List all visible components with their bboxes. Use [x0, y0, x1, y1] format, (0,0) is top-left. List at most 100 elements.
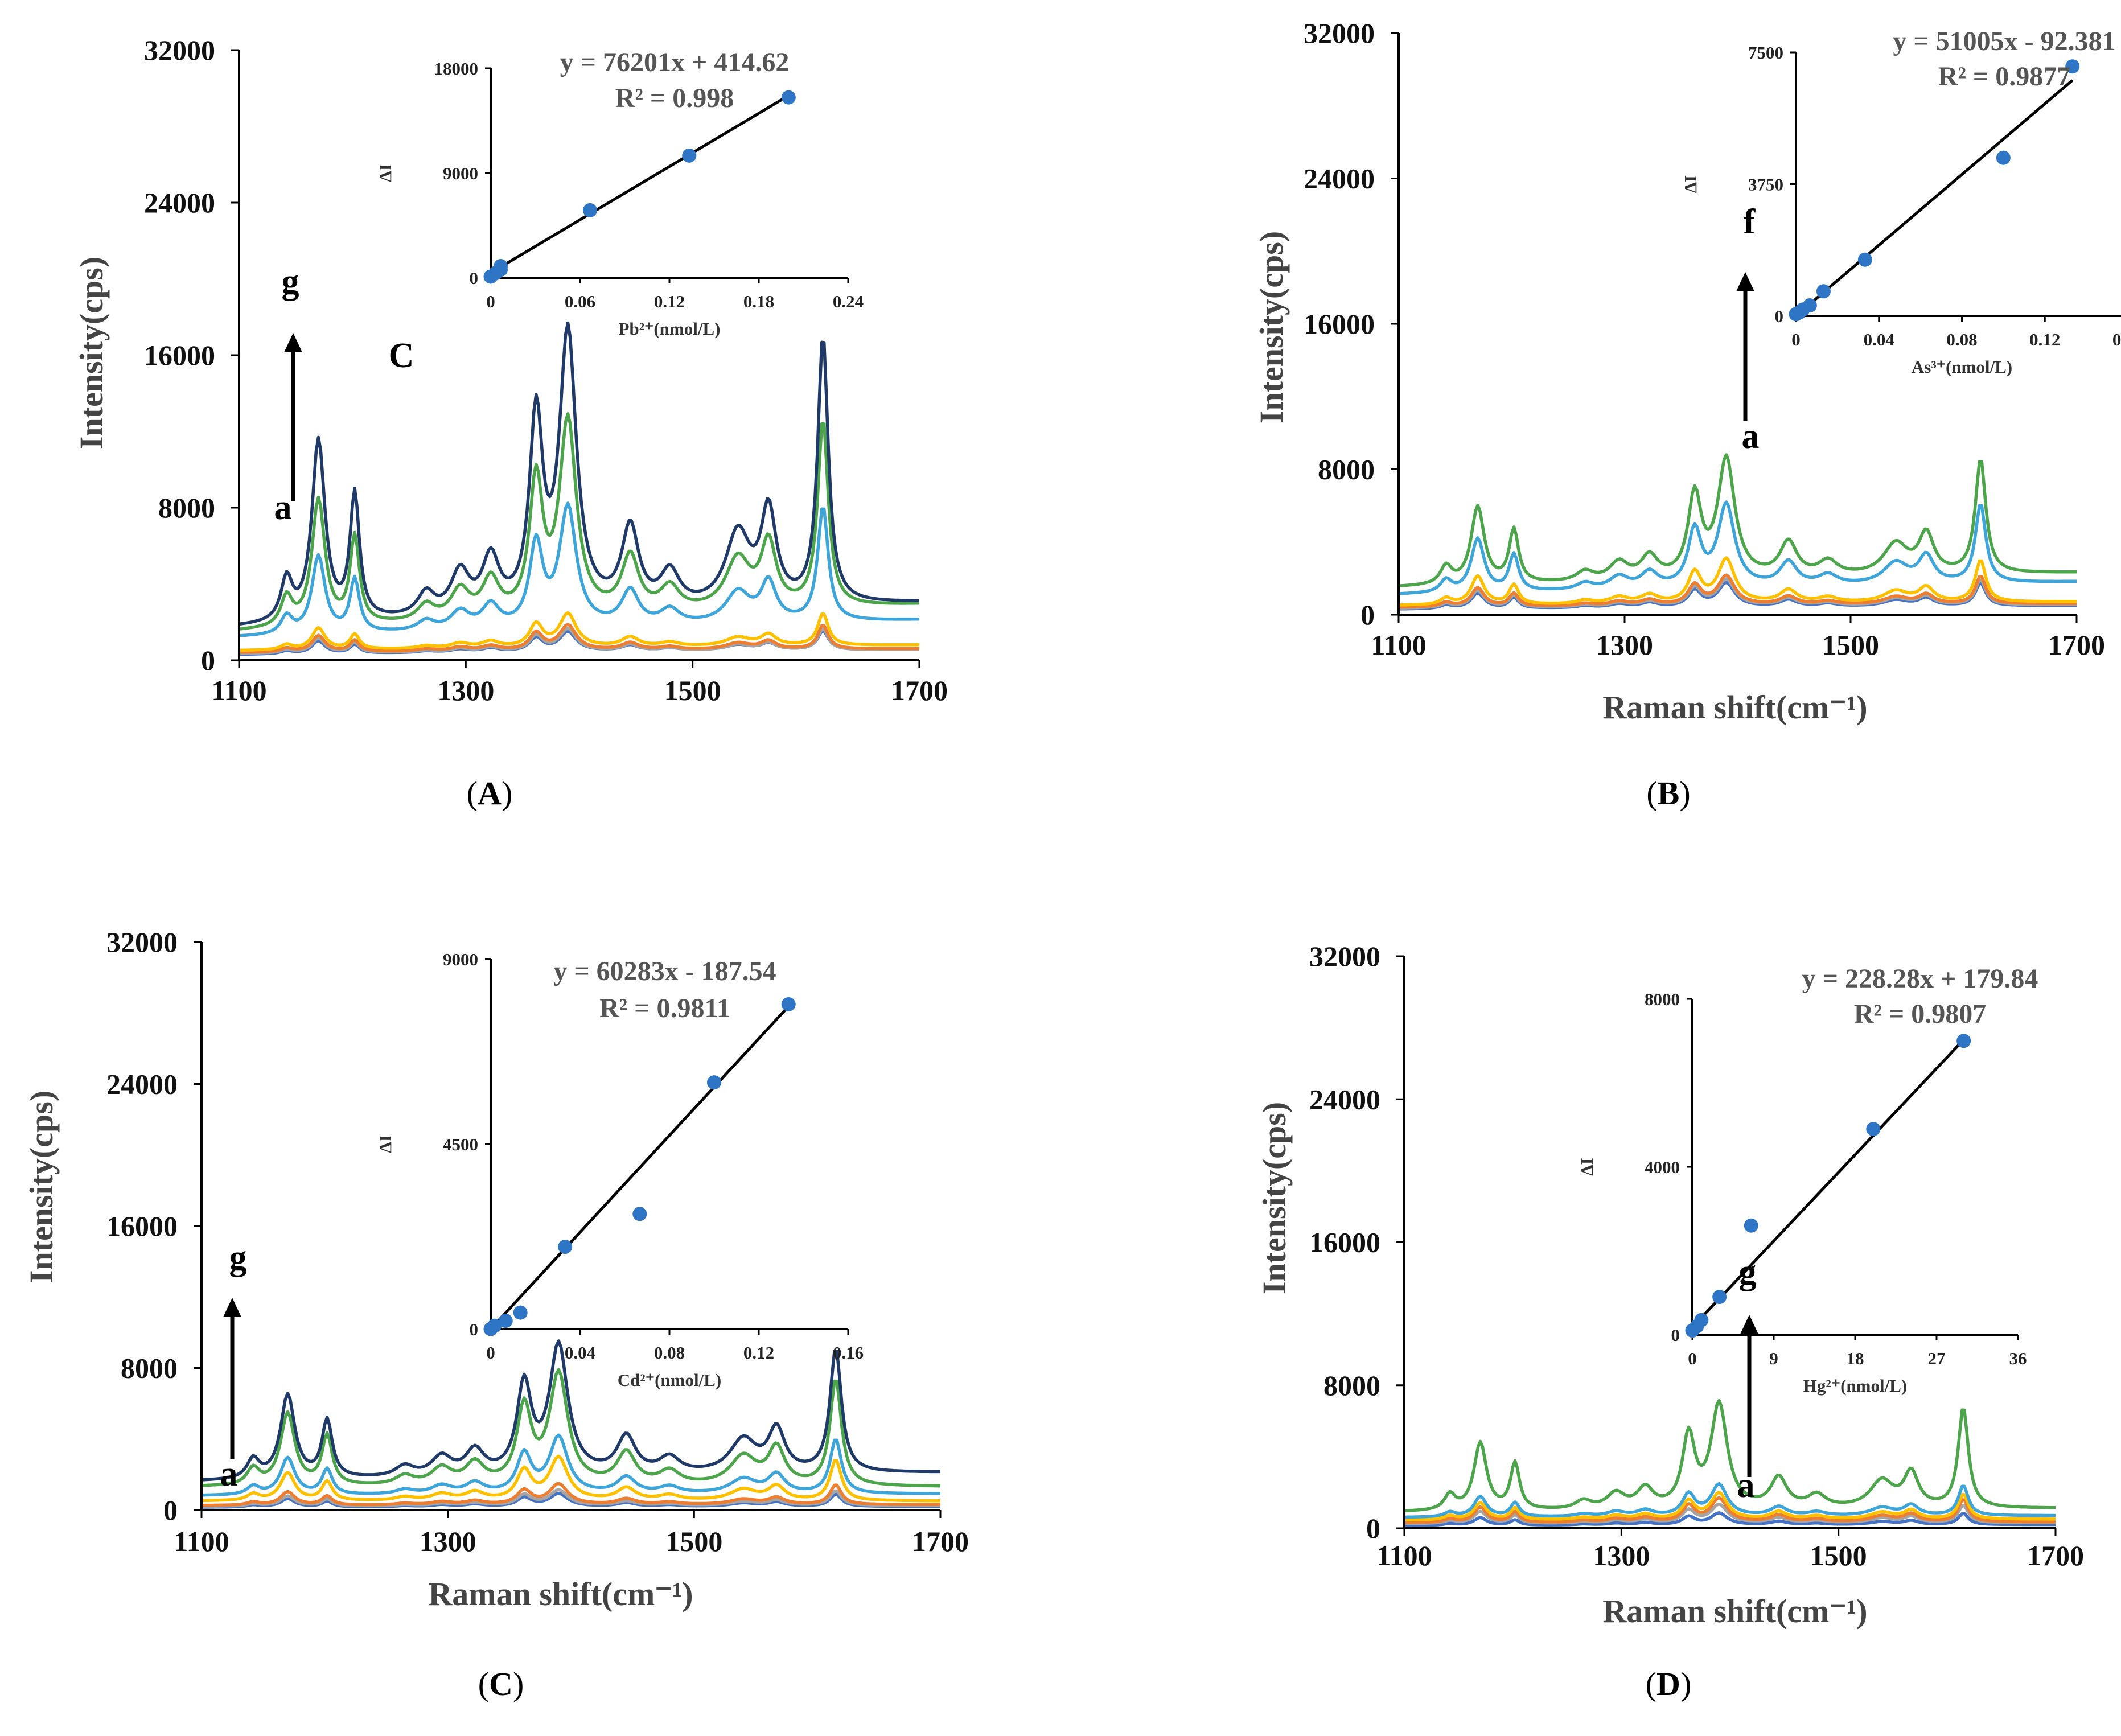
- x-tick-label: 1300: [1593, 1540, 1650, 1572]
- y-tick-label: 32000: [106, 926, 178, 958]
- inset-data-point: [558, 1240, 573, 1254]
- inset-x-tick-label: 0.16: [2112, 330, 2121, 349]
- inset-data-point: [781, 997, 796, 1011]
- spectrum-line-1: [1398, 453, 2077, 587]
- spectrum-line-3: [1404, 1491, 2056, 1521]
- inset-data-point: [1712, 1290, 1727, 1305]
- inset-data-point: [632, 1207, 647, 1221]
- inset-data-point: [513, 1305, 528, 1320]
- inset-x-tick-label: 0.12: [654, 291, 685, 311]
- inset-y-tick-label: 9000: [443, 949, 478, 969]
- y-tick-label: 24000: [144, 187, 215, 219]
- y-tick-label: 16000: [1304, 308, 1375, 340]
- y-axis-label: Intensity(cps): [1256, 1102, 1293, 1294]
- spectrum-line-4: [201, 1454, 940, 1503]
- inset-data-point: [707, 1075, 721, 1090]
- x-tick-label: 1100: [211, 674, 266, 706]
- inset-equation: y = 51005x - 92.381: [1893, 26, 2115, 56]
- spectrum-line-3: [1398, 556, 2077, 607]
- trend-arrow-head: [284, 333, 302, 352]
- spectrum-line-3: [239, 501, 920, 637]
- panel-b-chart: 1100 1300 1500 1700 0 8000 16000 24000 32000 Inte…: [1253, 17, 2121, 726]
- panel-b-label: (B): [1646, 775, 1691, 812]
- y-tick-label: 32000: [1309, 940, 1380, 972]
- x-axis-label: Raman shift(cm⁻¹): [428, 1575, 693, 1612]
- panel-c-chart: 1100 1300 1500 1700 0 8000 16000 24000 32000 Inte…: [23, 926, 969, 1612]
- y-tick-label: 24000: [1309, 1083, 1380, 1115]
- spectrum-line-1: [1404, 1398, 2056, 1512]
- inset-data-point: [1866, 1122, 1881, 1137]
- x-tick-label: 1700: [912, 1525, 969, 1557]
- annotation-label: C: [389, 336, 414, 375]
- y-tick-label: 24000: [106, 1068, 178, 1100]
- x-tick-label: 1500: [665, 1525, 722, 1557]
- inset-x-tick-label: 0.16: [833, 1343, 864, 1363]
- arrow-top-label: g: [1739, 1253, 1757, 1291]
- inset-x-tick-label: 0.06: [565, 291, 595, 311]
- panel-d: 1100 1300 1500 1700 0 8000 16000 24000 32000 Inte…: [1060, 868, 2121, 1736]
- spectrum-line-4: [1399, 573, 2077, 609]
- y-tick-label: 32000: [1304, 17, 1375, 49]
- inset-x-tick-label: 0.08: [654, 1343, 685, 1363]
- inset-data-point: [781, 90, 796, 105]
- arrow-bottom-label: a: [1737, 1466, 1755, 1505]
- panel-a: 1100 1300 1500 1700 0 8000 16000 24000 32000 Inte…: [0, 0, 1060, 868]
- inset-x-tick-label: 36: [2009, 1348, 2027, 1368]
- inset-data-point: [2065, 59, 2080, 74]
- inset-x-tick-label: 27: [1928, 1348, 1946, 1368]
- spectrum-line-2: [239, 412, 919, 631]
- x-tick-label: 1700: [2027, 1540, 2084, 1572]
- inset-y-tick-label: 9000: [443, 163, 478, 183]
- spectra-group: [201, 1339, 941, 1509]
- inset-y-tick-label: 3750: [1748, 175, 1783, 195]
- spectrum-line-4: [1404, 1496, 2056, 1524]
- arrow-bottom-label: a: [220, 1455, 238, 1494]
- spectrum-line-1: [201, 1339, 940, 1482]
- panel-a-label: (A): [466, 775, 513, 812]
- inset-x-tick-label: 0.04: [565, 1343, 595, 1363]
- inset-x-tick-label: 0: [1688, 1348, 1697, 1368]
- arrow-top-label: g: [229, 1239, 247, 1277]
- panel-c: 1100 1300 1500 1700 0 8000 16000 24000 32000 Inte…: [0, 868, 1060, 1736]
- inset-y-tick-label: 7500: [1748, 43, 1783, 63]
- inset-r-squared: R² = 0.9807: [1854, 999, 1986, 1029]
- inset-x-axis-label: Cd²⁺(nmol/L): [618, 1370, 721, 1390]
- inset-x-tick-label: 0: [486, 291, 495, 311]
- x-tick-label: 1700: [2048, 629, 2105, 661]
- inset-y-tick-label: 8000: [1645, 989, 1680, 1009]
- y-tick-label: 16000: [1309, 1227, 1380, 1258]
- spectrum-line-6: [202, 1488, 940, 1508]
- spectrum-line-5: [1404, 1502, 2056, 1525]
- spectra-group: [239, 321, 920, 656]
- arrow-top-label: f: [1744, 203, 1756, 241]
- panel-a-chart: 1100 1300 1500 1700 0 8000 16000 24000 32000 Inte…: [73, 34, 948, 706]
- panel-b: 1100 1300 1500 1700 0 8000 16000 24000 32000 Inte…: [1060, 0, 2121, 868]
- inset-x-tick-label: 18: [1847, 1348, 1864, 1368]
- inset-calibration-plot: 0 0.04 0.08 0.12 0.16 0 4500 9000 Cd²⁺(nmol/L) ΔI…: [375, 949, 864, 1390]
- inset-y-axis-label: ΔI: [1577, 1158, 1597, 1176]
- inset-data-point: [1857, 252, 1872, 267]
- inset-data-point: [1802, 298, 1817, 312]
- x-axis-label: Raman shift(cm⁻¹): [1602, 1593, 1867, 1630]
- inset-y-axis-label: ΔI: [375, 1135, 395, 1153]
- spectrum-line-2: [1404, 1482, 2056, 1519]
- spectrum-line-2: [201, 1368, 941, 1488]
- arrow-top-label: g: [282, 262, 299, 301]
- x-tick-label: 1300: [420, 1525, 476, 1557]
- inset-x-axis-label: As³⁺(nmol/L): [1912, 357, 2012, 377]
- inset-equation: y = 60283x - 187.54: [553, 956, 776, 986]
- inset-data-point: [1956, 1034, 1971, 1048]
- inset-y-tick-label: 18000: [434, 59, 479, 79]
- inset-data-point: [583, 203, 598, 217]
- inset-calibration-plot: 0 0.04 0.08 0.12 0.16 0 3750 7500 As³⁺(nmol/L) ΔI…: [1680, 26, 2121, 377]
- y-tick-label: 8000: [1318, 454, 1375, 486]
- inset-calibration-plot: 0 9 18 27 36 0 4000 8000 Hg²⁺(nmol/L) ΔI y = 228.2…: [1577, 964, 2038, 1396]
- inset-y-tick-label: 0: [470, 268, 479, 288]
- y-tick-label: 16000: [106, 1210, 178, 1242]
- spectra-group: [1404, 1398, 2056, 1527]
- spectrum-line-1: [239, 321, 919, 626]
- inset-x-tick-label: 9: [1769, 1348, 1778, 1368]
- inset-x-tick-label: 0.04: [1864, 330, 1894, 349]
- inset-x-axis-label: Hg²⁺(nmol/L): [1803, 1376, 1907, 1396]
